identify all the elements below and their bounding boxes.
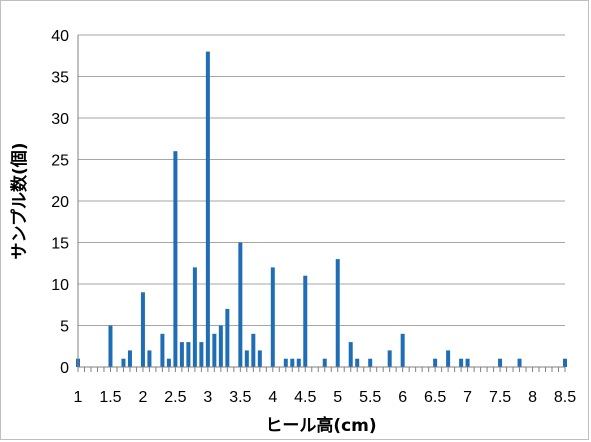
bars [76,51,567,367]
bar-2.9 [199,342,204,367]
y-tick-label: 30 [51,111,69,128]
bar-8.5 [563,358,567,367]
bar-3.1 [212,333,217,367]
bar-2.7 [186,342,191,367]
bar-5.2 [348,342,353,367]
bar-2.5 [173,151,178,367]
y-tick-label: 35 [51,70,69,87]
bar-4.4 [296,358,301,367]
bar-4.8 [322,358,327,367]
bar-1.8 [127,350,132,367]
bar-5 [335,259,340,367]
bar-5.5 [368,358,373,367]
tick-labels: 0 5 10 15 20 25 30 35 40 1 1.5 2 2.5 3 3.5 4 4.5 5 5.5 6 6.5… [51,28,576,406]
bar-3.6 [244,350,249,367]
y-tick-label: 40 [51,28,69,45]
bar-6.9 [459,358,464,367]
y-tick-label: 5 [60,319,69,336]
y-axis-label: サンプル数(個) [9,142,30,259]
x-tick-label: 6 [398,389,407,406]
x-tick-label: 1.5 [99,389,121,406]
bar-2.3 [160,333,165,367]
bar-4 [270,267,275,367]
x-tick-label: 3.5 [229,389,251,406]
bar-3.3 [225,308,230,367]
x-tick-label: 1 [74,389,83,406]
x-tick-label: 6.5 [424,389,446,406]
bar-5.3 [355,358,360,367]
bar-4.2 [283,358,288,367]
x-tick-label: 5.5 [359,389,381,406]
y-tick-label: 20 [51,194,69,211]
bar-4.5 [303,275,308,367]
bar-5.8 [387,350,392,367]
bar-1.7 [121,358,126,367]
bar-2.1 [147,350,152,367]
bar-3 [205,51,210,367]
bar-7.5 [498,358,503,367]
bar-6.5 [433,358,438,367]
bar-2.6 [179,342,184,367]
bar-6 [400,333,405,367]
x-tick-label: 8 [528,389,537,406]
y-tick-label: 25 [51,153,69,170]
x-tick-label: 7 [463,389,472,406]
bar-6.7 [446,350,451,367]
x-tick-label: 3 [203,389,212,406]
y-tick-label: 0 [60,360,69,377]
gridlines [78,34,565,326]
x-tick-label: 2.5 [164,389,186,406]
x-tick-label: 2 [138,389,147,406]
bar-3.7 [251,333,256,367]
bar-3.2 [218,325,223,367]
bar-7.8 [517,358,522,367]
bar-2.8 [192,267,197,367]
x-tick-label: 4 [268,389,277,406]
bar-7 [465,358,470,367]
x-axis-label: ヒール高(cm) [265,415,376,436]
x-tick-label: 8.5 [554,389,576,406]
bar-1.5 [108,325,113,367]
x-tick-label: 4.5 [294,389,316,406]
y-tick-label: 15 [51,236,69,253]
x-tick-label: 7.5 [489,389,511,406]
x-tick-label: 5 [333,389,342,406]
bar-3.5 [238,242,243,367]
bar-3.8 [257,350,262,367]
bar-2.4 [166,358,171,367]
axes [77,35,566,372]
bar-4.3 [290,358,295,367]
bar-2 [140,292,145,367]
y-tick-label: 10 [51,277,69,294]
